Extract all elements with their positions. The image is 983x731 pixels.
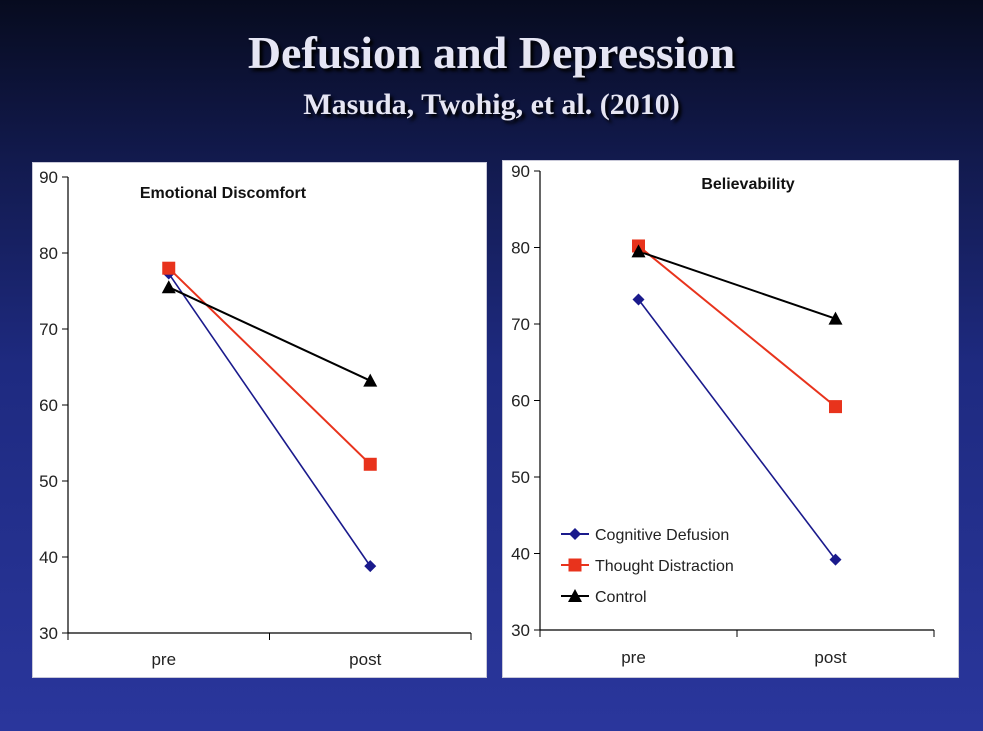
chart-title: Emotional Discomfort xyxy=(140,185,307,202)
y-tick-label: 80 xyxy=(511,239,530,258)
data-point-cognitive-defusion xyxy=(364,560,377,573)
data-point-control xyxy=(828,311,843,325)
data-point-thought-distraction xyxy=(829,400,842,414)
series-line-control xyxy=(168,286,371,382)
emotional-discomfort-chart: 30 40 50 60 70 80 90 pre post Emotional Discomfor… xyxy=(39,168,472,669)
y-tick-label: 50 xyxy=(39,472,58,491)
believability-chart: 30 40 50 60 70 80 90 pre post Believability Cognit… xyxy=(511,162,935,667)
legend-label: Cognitive Defusion xyxy=(595,527,729,544)
series-line-cognitive-defusion xyxy=(168,273,371,567)
slide-subtitle: Masuda, Twohig, et al. (2010) xyxy=(303,88,680,121)
y-tick-label: 40 xyxy=(39,548,58,567)
emotional-discomfort-chart-panel: 30 40 50 60 70 80 90 pre post Emotional Discomfor… xyxy=(32,162,487,678)
x-tick-label: pre xyxy=(151,650,176,669)
x-tick-label: post xyxy=(349,650,381,669)
y-tick-label: 40 xyxy=(511,545,530,564)
y-tick-label: 70 xyxy=(511,315,530,334)
y-tick-label: 80 xyxy=(39,244,58,263)
legend-label: Thought Distraction xyxy=(595,558,734,575)
data-point-thought-distraction xyxy=(363,457,377,471)
data-point-cognitive-defusion xyxy=(632,293,645,306)
data-point-cognitive-defusion xyxy=(829,553,842,566)
y-tick-label: 30 xyxy=(511,621,530,640)
legend-label: Control xyxy=(595,589,647,606)
x-tick-label: pre xyxy=(621,648,646,667)
series-line-control xyxy=(638,250,836,320)
data-point-control xyxy=(363,373,378,387)
x-tick-label: post xyxy=(814,648,846,667)
y-tick-label: 60 xyxy=(39,396,58,415)
series-line-cognitive-defusion xyxy=(637,299,837,561)
legend-marker-square xyxy=(568,558,582,572)
y-tick-label: 90 xyxy=(39,168,58,187)
series-line-thought-distraction xyxy=(637,245,837,408)
chart-title: Believability xyxy=(701,176,794,193)
series-line-thought-distraction xyxy=(168,267,371,465)
y-tick-label: 50 xyxy=(511,468,530,487)
legend-marker-triangle xyxy=(568,589,582,602)
data-point-control xyxy=(631,244,646,258)
data-point-thought-distraction xyxy=(162,261,176,275)
believability-chart-panel: 30 40 50 60 70 80 90 pre post Believability Cognit… xyxy=(502,160,959,678)
data-point-control xyxy=(161,280,176,294)
legend-marker-diamond xyxy=(569,528,581,540)
y-tick-label: 90 xyxy=(511,162,530,181)
slide-title: Defusion and Depression xyxy=(247,27,736,78)
y-tick-label: 60 xyxy=(511,392,530,411)
y-tick-label: 70 xyxy=(39,320,58,339)
y-tick-label: 30 xyxy=(39,624,58,643)
